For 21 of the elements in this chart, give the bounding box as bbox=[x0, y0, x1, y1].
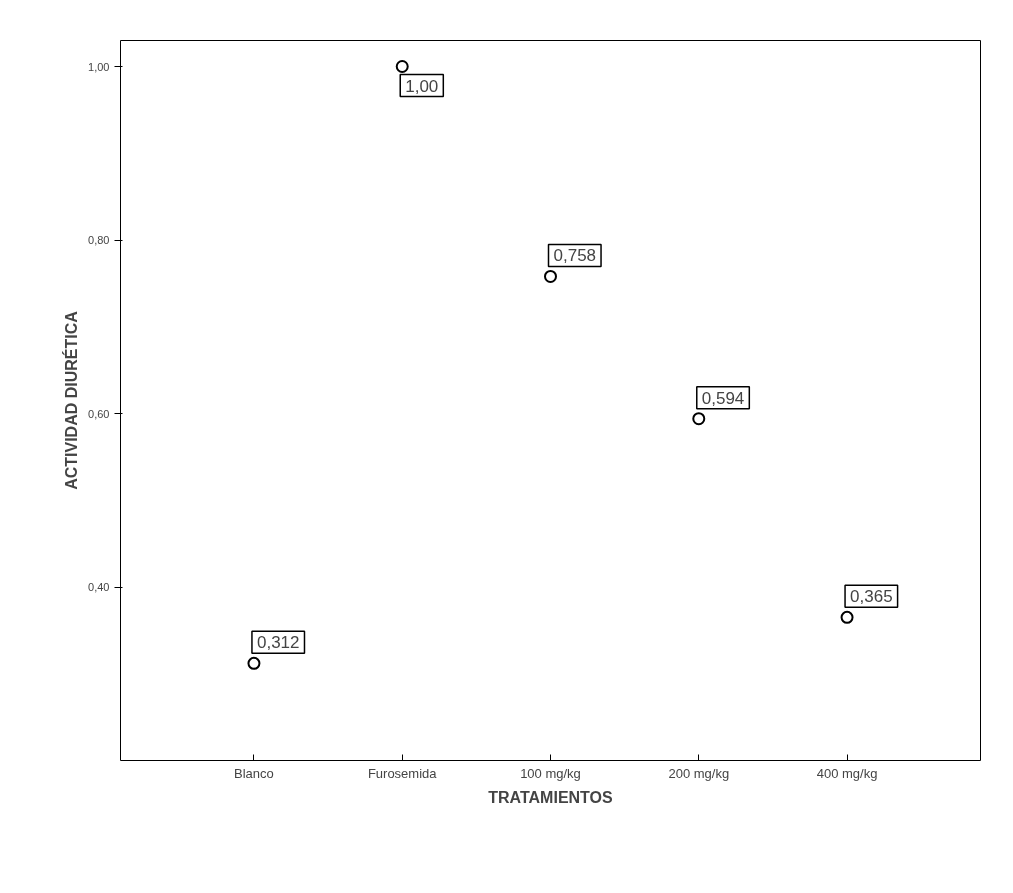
point bbox=[692, 412, 706, 426]
point bbox=[247, 656, 261, 670]
data-label: 0,758 bbox=[553, 246, 597, 266]
x-axis-title: TRATAMIENTOS bbox=[488, 788, 614, 806]
x-tick-label: Blanco bbox=[234, 765, 274, 781]
point bbox=[544, 269, 557, 283]
y-tick-label: 1,00 bbox=[88, 60, 110, 73]
y-axis-title: ACTIVIDAD DIURÉTICA bbox=[62, 310, 81, 490]
data-label: 0,594 bbox=[701, 388, 745, 408]
y-tick-label: 0,80 bbox=[88, 234, 110, 247]
data-label: 0,312 bbox=[256, 633, 300, 653]
y-tick-label: 0,40 bbox=[88, 581, 110, 594]
x-tick-label: 400 mg/kg bbox=[816, 765, 878, 781]
data-label: 0,365 bbox=[850, 587, 893, 607]
x-tick-label: 100 mg/kg bbox=[520, 765, 581, 781]
x-tick-label: Furosemida bbox=[367, 765, 438, 781]
x-tick-label: 200 mg/kg bbox=[668, 765, 730, 781]
point bbox=[395, 60, 409, 74]
y-tick-label: 0,60 bbox=[88, 407, 110, 420]
data-label: 1,00 bbox=[405, 76, 439, 96]
point bbox=[840, 610, 854, 624]
